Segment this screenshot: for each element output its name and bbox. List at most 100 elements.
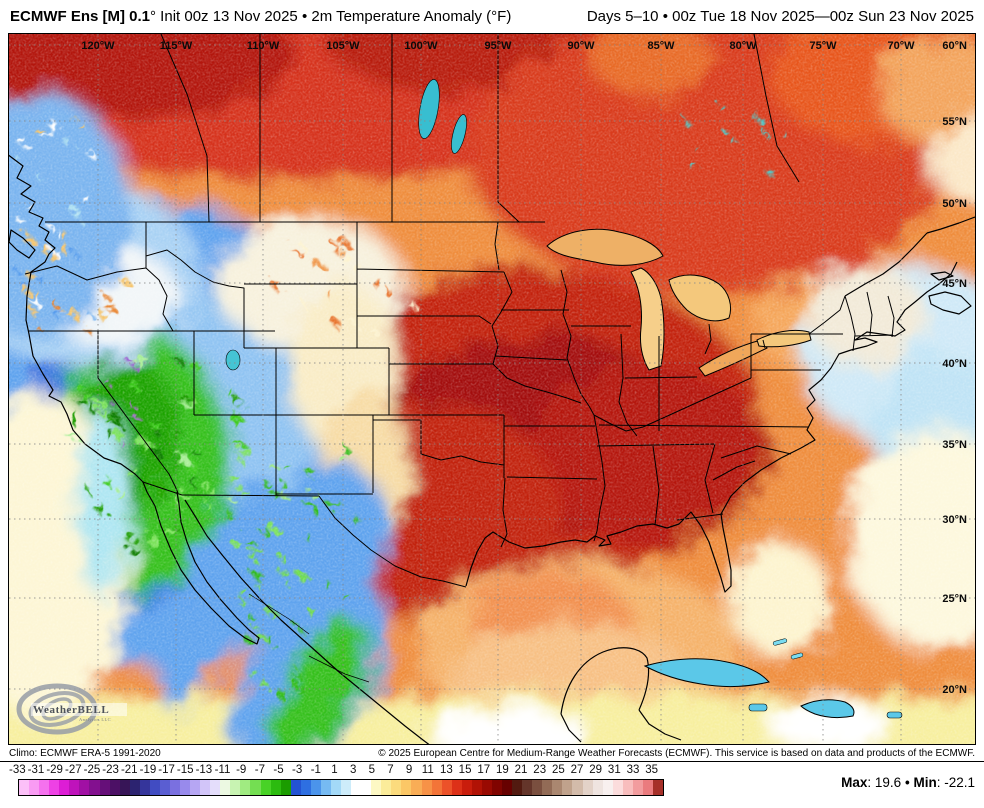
colorbar-tick: 29 [589,764,603,776]
colorbar-tick: -31 [27,764,45,776]
lon-label: 75°W [809,40,837,52]
lon-label: 80°W [729,40,757,52]
lon-label: 110°W [247,40,280,52]
colorbar-tick: -27 [64,764,82,776]
lon-label: 115°W [160,40,193,52]
lat-label: 40°N [942,358,967,370]
colorbar-segment [250,780,261,795]
colorbar-tick: 7 [387,764,394,776]
colorbar-segment [119,780,130,795]
colorbar-segment [330,780,341,795]
max-label: Max [841,775,868,790]
colorbar-segment [79,780,90,795]
colorbar-tick: -5 [273,764,284,776]
colorbar-legend: -33 -31 -29 -27 -25 -23 -21 -19 -17 -15 -13 -11 -9 -7… [0,762,984,808]
colorbar-tick: 5 [368,764,375,776]
colorbar-tick: 15 [458,764,472,776]
header: ECMWF Ens [M] 0.1° Init 00z 13 Nov 2025 … [0,0,984,33]
colorbar-segment [512,780,523,795]
colorbar-segment [461,780,472,795]
lon-label: 85°W [647,40,675,52]
latlon-labels: 120°W 115°W 110°W 105°W 100°W 95°W 90°W 85°W 80°… [81,40,967,696]
colorbar-tick: 11 [421,764,434,776]
colorbar-tick: 9 [405,764,413,776]
colorbar-segment [280,780,291,795]
lat-label: 55°N [942,116,967,128]
lon-label: 120°W [81,40,115,52]
colorbar-segment [200,780,211,795]
colorbar-segment [562,780,573,795]
colorbar-tick: -15 [176,764,194,776]
logo-subtitle: Analytics LLC [79,717,111,722]
colorbar-tick: 27 [570,764,584,776]
lat-label: 20°N [942,684,967,696]
logo-text-backing [31,703,127,716]
colorbar-segment [441,780,452,795]
colorbar-segment [582,780,593,795]
colorbar-segment [471,780,482,795]
colorbar-segment [491,780,502,795]
colorbar-segment [532,780,543,795]
model-name: ECMWF Ens [M] 0.1 [10,8,151,25]
colorbar-tick: -23 [102,764,119,776]
colorbar-tick: -25 [83,764,101,776]
title-detail: ° Init 00z 13 Nov 2025 • 2m Temperature … [150,8,512,25]
colorbar-segment [59,780,70,795]
colorbar-segment [602,780,613,795]
min-label: Min [913,775,937,790]
colorbar-tick: 35 [645,764,659,776]
colorbar-segment [169,780,180,795]
colorbar-tick: 1 [331,764,338,776]
colorbar-tick: 23 [533,764,547,776]
lat-label: 35°N [942,439,967,451]
colorbar-segment [220,780,231,795]
colorbar-segment [391,780,402,795]
colorbar-segment [421,780,432,795]
colorbar-segment [29,780,40,795]
colorbar-segment [190,780,201,795]
lon-label: 95°W [484,40,512,52]
colorbar-tick: -1 [310,764,321,776]
colorbar-tick: 19 [495,764,509,776]
colorbar-segment [260,780,271,795]
lakes [225,79,812,377]
colorbar-segment [139,780,150,795]
colorbar-segment [300,780,311,795]
colorbar-segment [351,780,362,795]
colorbar-segment [149,780,160,795]
lat-label: 45°N [942,278,967,290]
map-canvas: 120°W 115°W 110°W 105°W 100°W 95°W 90°W 85°W 80°… [9,34,975,744]
colorbar-segment [69,780,80,795]
colorbar-tick: -3 [292,764,303,776]
colorbar-segment [310,780,321,795]
extremes-readout: Max: 19.6 • Min: -22.1 [841,775,975,790]
colorbar-segment [431,780,442,795]
colorbar-segment [49,780,60,795]
colorbar-segment [180,780,191,795]
colorbar-segment [290,780,301,795]
colorbar-segment [401,780,412,795]
min-value: : -22.1 [936,775,975,790]
logo-name: WeatherBELL [33,704,109,716]
colorbar-tick: -33 [9,764,26,776]
temperature-anomaly-map: 120°W 115°W 110°W 105°W 100°W 95°W 90°W 85°W 80°… [8,33,976,745]
lat-label: 60°N [942,40,967,52]
stats-separator: • [904,775,910,790]
colorbar-tick: -13 [195,764,213,776]
colorbar-ticks: -33 -31 -29 -27 -25 -23 -21 -19 -17 -15 -13 -11 -9 -7… [8,764,661,776]
colorbar-tick: -17 [158,764,175,776]
colorbar-segment [240,780,251,795]
colorbar-segment [592,780,603,795]
lon-label: 105°W [326,40,360,52]
colorbar-segment [320,780,331,795]
latlon-grid [9,34,975,744]
max-value: : 19.6 [867,775,902,790]
colorbar-tick: 21 [514,764,528,776]
lat-label: 25°N [942,593,967,605]
colorbar-tick: 3 [349,764,357,776]
colorbar-segment [552,780,563,795]
colorbar-segment [522,780,533,795]
colorbar-segment [652,780,663,795]
attribution-bar: Climo: ECMWF ERA-5 1991-2020 © 2025 Euro… [0,745,984,762]
page-title: ECMWF Ens [M] 0.1° Init 00z 13 Nov 2025 … [10,8,511,25]
